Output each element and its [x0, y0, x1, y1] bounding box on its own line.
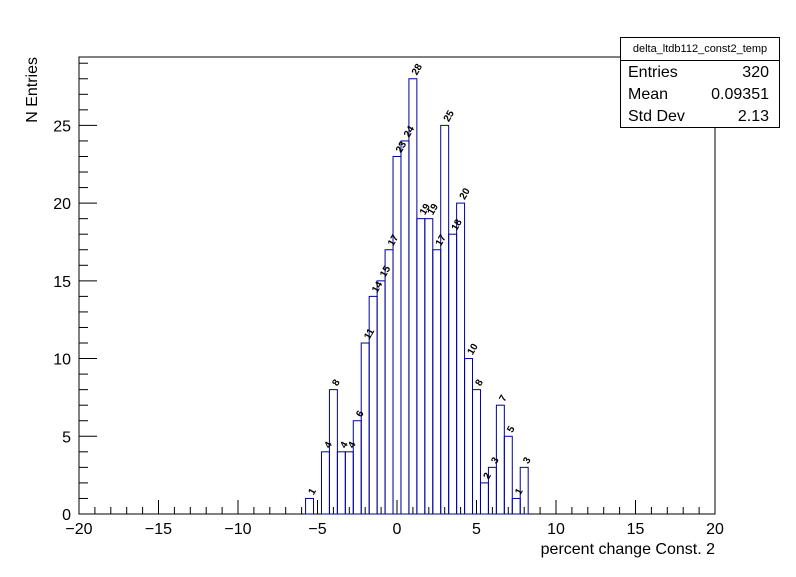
- bin-value-label: 3: [489, 455, 502, 466]
- histogram-bar: [464, 358, 474, 515]
- bin-value-label: 11: [362, 326, 377, 341]
- y-tick-label: 20: [53, 196, 71, 213]
- stats-value-stddev: 2.13: [737, 108, 769, 125]
- stats-box: delta_ltdb112_const2_temp Entries 320 Me…: [620, 37, 780, 128]
- y-tick-label: 10: [53, 352, 71, 369]
- histogram-bar: [320, 451, 330, 515]
- histogram-bar: [456, 202, 466, 515]
- histogram-bar: [328, 389, 338, 515]
- histogram-bar: [503, 435, 513, 515]
- histogram-bar: [384, 249, 394, 515]
- x-axis-label: percent change Const. 2: [541, 541, 715, 558]
- x-tick-label: 20: [706, 521, 724, 538]
- bin-value-label: 8: [474, 377, 487, 388]
- histogram-bar: [416, 218, 426, 515]
- histogram-bar: [408, 78, 418, 515]
- y-tick-label: 0: [62, 507, 71, 524]
- bin-value-label: 4: [323, 440, 336, 451]
- bin-value-label: 8: [330, 377, 343, 388]
- stats-row-stddev: Std Dev 2.13: [621, 105, 779, 127]
- bin-value-label: 25: [442, 108, 457, 124]
- stats-label-mean: Mean: [628, 86, 669, 103]
- stats-label-entries: Entries: [628, 64, 678, 81]
- histogram-bar: [336, 451, 346, 515]
- stats-title: delta_ltdb112_const2_temp: [621, 38, 779, 61]
- histogram-bar: [392, 155, 402, 515]
- bin-value-label: 7: [497, 393, 510, 404]
- x-tick-label: −20: [65, 521, 92, 538]
- x-tick-label: −15: [145, 521, 172, 538]
- x-tick-label: 0: [393, 521, 402, 538]
- stats-row-entries: Entries 320: [621, 61, 779, 83]
- histogram-bar: [305, 497, 315, 515]
- x-tick-label: −5: [308, 521, 326, 538]
- histogram-bar: [479, 482, 489, 515]
- bin-value-label: 10: [466, 342, 481, 358]
- histogram-bar: [352, 420, 362, 515]
- y-tick-label: 5: [62, 429, 71, 446]
- bin-value-label: 3: [521, 455, 534, 466]
- bin-value-label: 24: [402, 124, 417, 140]
- y-axis-label: N Entries: [24, 57, 41, 123]
- bin-value-label: 15: [378, 264, 393, 280]
- bin-value-label: 6: [354, 409, 367, 420]
- bin-value-label: 4: [346, 440, 359, 451]
- bin-value-label: 18: [450, 217, 465, 233]
- histogram-bar: [511, 497, 521, 515]
- bin-value-label: 17: [386, 233, 401, 249]
- x-tick-label: 10: [547, 521, 565, 538]
- bin-value-label: 17: [434, 233, 449, 249]
- bin-value-label: 1: [307, 486, 320, 497]
- stats-label-stddev: Std Dev: [628, 108, 685, 125]
- y-tick-label: 15: [53, 274, 71, 291]
- histogram-bar: [519, 466, 529, 515]
- bin-value-label: 14: [370, 279, 385, 295]
- bin-value-label: 2: [482, 471, 495, 482]
- bin-value-label: 1: [513, 486, 526, 497]
- histogram-bar: [376, 280, 386, 515]
- histogram-bar: [344, 451, 354, 515]
- bin-value-label: 4: [338, 440, 351, 451]
- x-tick-label: −10: [224, 521, 251, 538]
- stats-value-entries: 320: [742, 64, 769, 81]
- bin-value-label: 28: [410, 62, 425, 78]
- x-tick-label: 5: [472, 521, 481, 538]
- histogram-bar: [440, 124, 450, 515]
- bin-value-label: 19: [418, 202, 433, 218]
- y-tick-label: 25: [53, 118, 71, 135]
- bin-value-label: 5: [505, 424, 518, 435]
- stats-value-mean: 0.09351: [711, 86, 769, 103]
- histogram-bar: [472, 389, 481, 515]
- histogram-bar: [448, 233, 458, 515]
- bin-value-label: 23: [394, 139, 409, 155]
- histogram-bar: [400, 140, 410, 515]
- bin-value-label: 19: [426, 202, 441, 218]
- stats-row-mean: Mean 0.09351: [621, 83, 779, 105]
- x-tick-label: 15: [627, 521, 645, 538]
- histogram-bar: [432, 249, 442, 515]
- histogram-bar: [360, 342, 370, 515]
- histogram-bar: [424, 218, 434, 515]
- bin-value-label: 20: [458, 186, 473, 202]
